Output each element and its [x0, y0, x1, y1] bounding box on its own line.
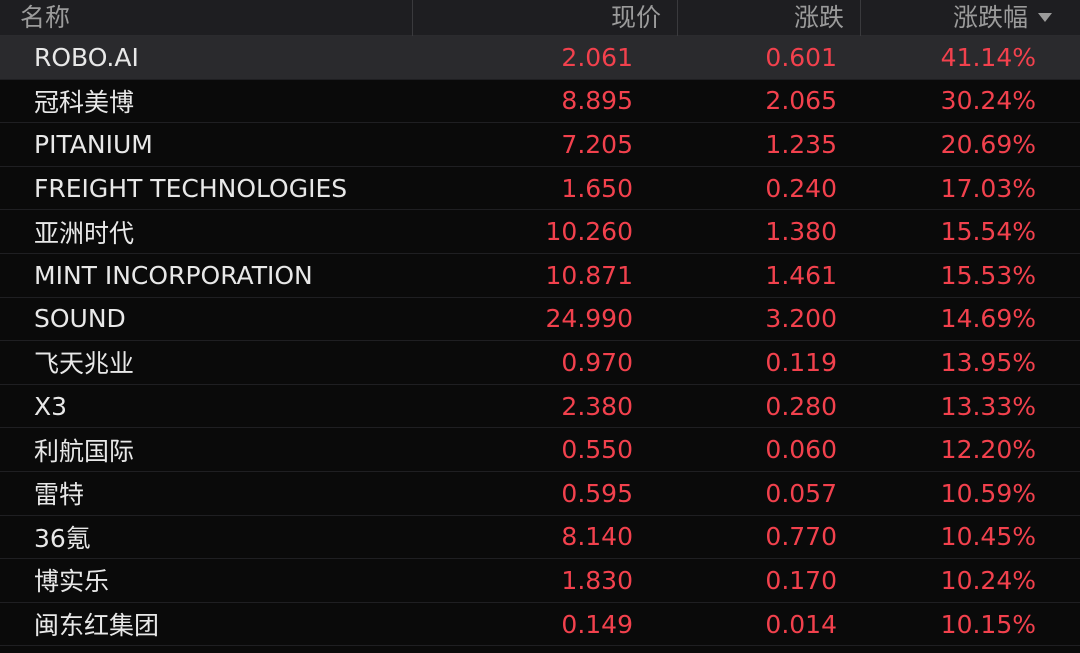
table-row[interactable]: ROBO.AI 2.061 0.601 41.14% [0, 36, 1080, 80]
stock-price: 10.260 [545, 217, 633, 247]
stock-change-pct: 10.15% [940, 609, 1036, 639]
stock-name: X3 [34, 391, 68, 421]
table-row[interactable]: 冠科美博 8.895 2.065 30.24% [0, 80, 1080, 124]
table-header: 名称 现价 涨跌 涨跌幅 [0, 0, 1080, 36]
stock-change: 2.065 [765, 86, 837, 116]
stock-change-pct: 10.59% [940, 478, 1036, 508]
table-row[interactable]: 36氪 8.140 0.770 10.45% [0, 516, 1080, 560]
stock-change: 3.200 [765, 304, 837, 334]
stock-name: 利航国际 [34, 436, 135, 466]
stock-change-pct: 13.95% [940, 347, 1036, 377]
stock-price: 10.871 [545, 260, 633, 290]
stock-change: 0.280 [765, 391, 837, 421]
stock-change-pct: 12.20% [940, 435, 1036, 465]
stock-price: 1.830 [561, 565, 633, 595]
stock-change: 0.119 [765, 347, 837, 377]
stock-change: 0.240 [765, 173, 837, 203]
column-header-change-pct-label: 涨跌幅 [952, 3, 1028, 32]
stock-change: 0.060 [765, 435, 837, 465]
stock-name: PITANIUM [34, 129, 153, 159]
stock-name: 36氪 [34, 523, 91, 553]
column-header-change-pct[interactable]: 涨跌幅 [861, 0, 1080, 36]
stock-change-pct: 17.03% [940, 173, 1036, 203]
stock-name: SOUND [34, 304, 126, 334]
stock-name: 亚洲时代 [34, 218, 135, 248]
stock-change: 0.170 [765, 565, 837, 595]
stock-change: 1.235 [765, 129, 837, 159]
stock-change-pct: 10.45% [940, 522, 1036, 552]
stock-price: 0.149 [561, 609, 633, 639]
stock-price: 7.205 [561, 129, 633, 159]
stock-price: 0.550 [561, 435, 633, 465]
stock-name: FREIGHT TECHNOLOGIES [34, 173, 348, 203]
stock-price: 0.970 [561, 347, 633, 377]
stock-price: 24.990 [545, 304, 633, 334]
stock-change: 1.461 [765, 260, 837, 290]
table-row[interactable]: 亚洲时代 10.260 1.380 15.54% [0, 210, 1080, 254]
column-header-price[interactable]: 现价 [413, 0, 678, 36]
stock-name: ROBO.AI [34, 42, 139, 72]
stock-name: 闽东红集团 [34, 611, 160, 641]
stock-price: 2.061 [561, 42, 633, 72]
table-body: ROBO.AI 2.061 0.601 41.14% 冠科美博 8.895 2.… [0, 36, 1080, 647]
table-row[interactable]: 雷特 0.595 0.057 10.59% [0, 472, 1080, 516]
stock-change: 0.601 [765, 42, 837, 72]
stock-change: 0.014 [765, 609, 837, 639]
table-row[interactable]: MINT INCORPORATION 10.871 1.461 15.53% [0, 254, 1080, 298]
sort-desc-icon[interactable] [1038, 13, 1052, 22]
table-row[interactable]: 闽东红集团 0.149 0.014 10.15% [0, 603, 1080, 647]
stock-name: 雷特 [34, 480, 85, 510]
table-row[interactable]: 博实乐 1.830 0.170 10.24% [0, 559, 1080, 603]
stock-change-pct: 15.54% [940, 217, 1036, 247]
table-row[interactable]: FREIGHT TECHNOLOGIES 1.650 0.240 17.03% [0, 167, 1080, 211]
stock-name: 飞天兆业 [34, 349, 135, 379]
stock-name: 冠科美博 [34, 87, 135, 117]
stock-change-pct: 30.24% [940, 86, 1036, 116]
stock-price: 8.895 [561, 86, 633, 116]
stock-name: MINT INCORPORATION [34, 260, 313, 290]
table-row[interactable]: 利航国际 0.550 0.060 12.20% [0, 428, 1080, 472]
stock-change: 0.057 [765, 478, 837, 508]
stock-change: 0.770 [765, 522, 837, 552]
stock-price: 1.650 [561, 173, 633, 203]
table-row[interactable]: SOUND 24.990 3.200 14.69% [0, 298, 1080, 342]
stock-change-pct: 15.53% [940, 260, 1036, 290]
stock-change-pct: 41.14% [940, 42, 1036, 72]
table-row[interactable]: X3 2.380 0.280 13.33% [0, 385, 1080, 429]
stock-change-pct: 13.33% [940, 391, 1036, 421]
table-row[interactable]: 飞天兆业 0.970 0.119 13.95% [0, 341, 1080, 385]
stock-price: 2.380 [561, 391, 633, 421]
column-header-change[interactable]: 涨跌 [678, 0, 861, 36]
stock-change-pct: 20.69% [940, 129, 1036, 159]
column-header-name[interactable]: 名称 [0, 0, 413, 36]
stock-change-pct: 10.24% [940, 565, 1036, 595]
stock-price: 8.140 [561, 522, 633, 552]
stock-change-pct: 14.69% [940, 304, 1036, 334]
table-row[interactable]: PITANIUM 7.205 1.235 20.69% [0, 123, 1080, 167]
stock-name: 博实乐 [34, 567, 110, 597]
stock-change: 1.380 [765, 217, 837, 247]
stock-price: 0.595 [561, 478, 633, 508]
